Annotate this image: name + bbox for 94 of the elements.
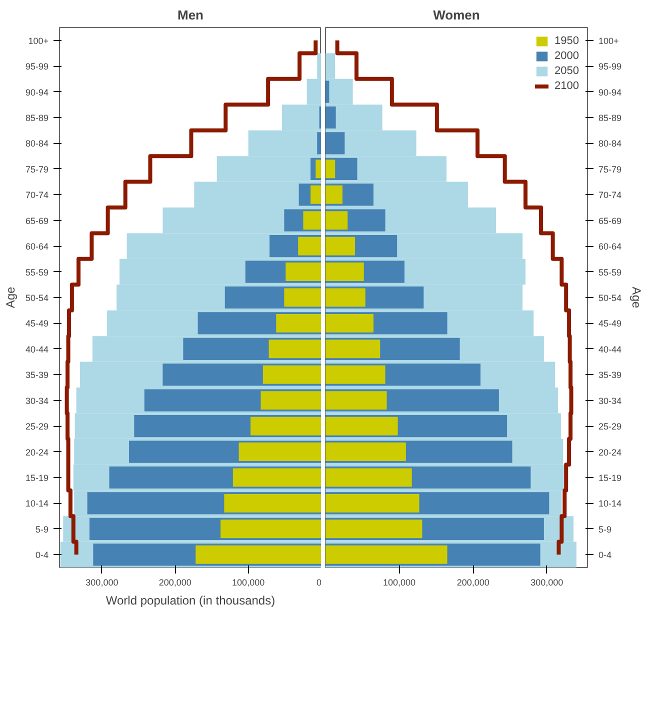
y2-axis-title: Age	[630, 286, 644, 308]
legend-label: 2000	[554, 50, 579, 62]
bar	[326, 365, 386, 384]
y-tick-label: 100+	[598, 36, 619, 46]
x-axis-title: World population (in thousands)	[106, 594, 276, 608]
bar	[326, 211, 348, 230]
bar	[316, 160, 321, 178]
x-tick-label: 100,000	[232, 578, 265, 588]
bar	[326, 468, 412, 487]
y-tick-label: 100+	[28, 36, 49, 46]
bar	[326, 494, 420, 512]
y-tick-label: 30-34	[598, 396, 622, 406]
y-tick-label: 15-19	[25, 473, 49, 483]
y-tick-label: 35-39	[598, 370, 622, 380]
x-tick-label: 0	[316, 578, 322, 588]
y-tick-label: 85-89	[598, 113, 622, 123]
bar	[326, 545, 448, 564]
y-tick-label: 65-69	[598, 216, 622, 226]
y-tick-label: 30-34	[25, 396, 49, 406]
bar	[196, 545, 321, 564]
y-tick-label: 85-89	[25, 113, 49, 123]
y-tick-label: 60-64	[598, 242, 622, 252]
legend-label: 2100	[554, 80, 579, 92]
bar	[326, 160, 336, 178]
bar	[220, 520, 321, 538]
y-tick-label: 70-74	[598, 190, 622, 200]
bar	[310, 185, 321, 204]
y-tick-label: 80-84	[25, 138, 49, 149]
bar	[238, 442, 321, 462]
bar	[317, 132, 321, 154]
bar	[326, 520, 422, 538]
y-tick-label: 50-54	[598, 293, 622, 303]
x-tick-label: 300,000	[530, 578, 564, 588]
bar	[276, 314, 321, 332]
y-tick-label: 20-24	[25, 447, 49, 458]
bar	[286, 262, 321, 282]
bar	[262, 365, 321, 384]
y-tick-label: 80-84	[598, 138, 622, 149]
y-tick-label: 5-9	[598, 524, 612, 534]
bar	[326, 442, 406, 462]
y-tick-label: 75-79	[25, 164, 49, 174]
y-tick-label: 95-99	[25, 62, 49, 72]
bar	[326, 185, 342, 204]
y-tick-label: 75-79	[598, 164, 622, 174]
y-tick-label: 35-39	[25, 370, 49, 380]
y-tick-label: 95-99	[598, 62, 622, 72]
chart-title: Women	[433, 8, 480, 22]
bar	[326, 80, 330, 103]
chart-title: Men	[178, 8, 204, 22]
bar	[326, 314, 374, 332]
bar	[268, 340, 321, 358]
y-tick-label: 90-94	[598, 87, 622, 98]
y-tick-label: 90-94	[25, 87, 49, 98]
bar	[224, 494, 321, 512]
y-tick-label: 40-44	[25, 344, 49, 354]
x-tick-label: 200,000	[158, 578, 192, 588]
legend-label: 1950	[554, 35, 579, 47]
bar	[284, 288, 321, 307]
bar	[250, 416, 321, 436]
y-tick-label: 0-4	[35, 550, 49, 560]
y-tick-label: 45-49	[598, 318, 622, 329]
x-tick-label: 300,000	[86, 578, 118, 588]
y-tick-label: 0-4	[598, 550, 612, 560]
y-tick-label: 15-19	[598, 473, 622, 483]
y-tick-label: 25-29	[25, 422, 49, 432]
bar	[232, 468, 321, 487]
x-tick-label: 200,000	[456, 578, 490, 588]
bar	[326, 106, 336, 129]
bar	[326, 416, 398, 436]
y-tick-label: 10-14	[598, 498, 622, 509]
bar	[326, 391, 387, 410]
y-tick-label: 10-14	[25, 498, 49, 509]
y-tick-label: 5-9	[35, 524, 49, 534]
y-tick-label: 25-29	[598, 422, 622, 432]
bar	[326, 262, 364, 282]
bar	[303, 211, 321, 230]
y-tick-label: 45-49	[25, 318, 49, 329]
y-tick-label: 70-74	[25, 190, 49, 200]
y-tick-label: 55-59	[25, 267, 49, 278]
y-tick-label: 20-24	[598, 447, 622, 458]
y-tick-label: 60-64	[25, 242, 49, 252]
legend-label: 2050	[554, 65, 579, 77]
y-tick-label: 50-54	[25, 293, 49, 303]
bar	[260, 391, 321, 410]
bar	[326, 236, 356, 256]
bar	[326, 340, 380, 358]
bar	[326, 288, 366, 307]
y-tick-label: 40-44	[598, 344, 622, 354]
y-axis-title: Age	[3, 286, 18, 308]
y-tick-label: 65-69	[25, 216, 49, 226]
y-tick-label: 55-59	[598, 267, 622, 278]
bar	[326, 132, 345, 154]
bar	[298, 236, 321, 256]
x-tick-label: 100,000	[383, 578, 416, 588]
